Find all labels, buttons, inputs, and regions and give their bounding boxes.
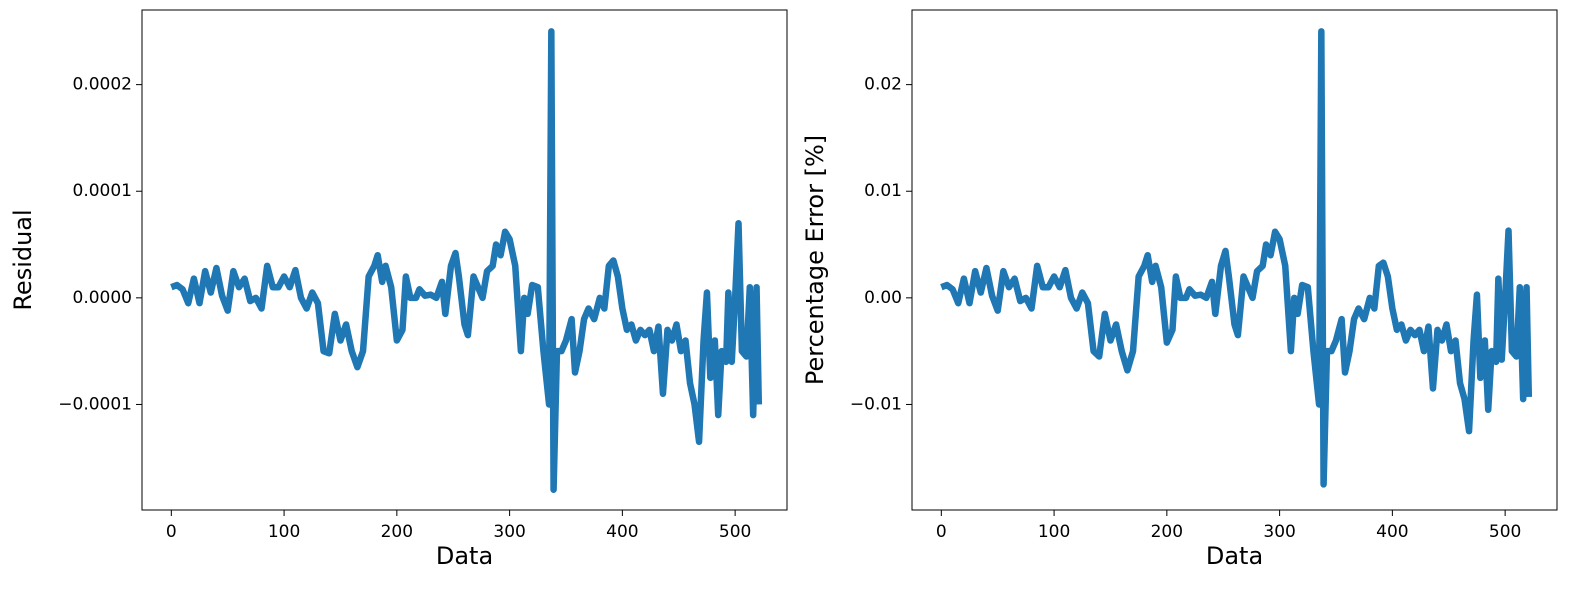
x-tick-label: 100 [268,522,300,542]
x-axis-label: Data [436,542,493,570]
y-tick-label: 0.00 [864,288,902,308]
plot-frame [911,9,1558,511]
x-tick-label: 200 [381,522,413,542]
y-axis-label: Residual [9,209,37,310]
y-tick-label: 0.0000 [73,288,132,308]
x-tick-label: 400 [1376,522,1408,542]
data-line [940,28,1533,488]
x-tick-label: 0 [936,522,947,542]
x-tick-label: 400 [606,522,638,542]
y-tick-label: −0.01 [850,394,902,414]
x-tick-label: 300 [1263,522,1295,542]
x-tick-label: 500 [1489,522,1521,542]
x-tick-label: 200 [1151,522,1183,542]
y-tick-label: −0.0001 [58,394,132,414]
x-axis-label: Data [1206,542,1263,570]
x-tick-label: 300 [493,522,525,542]
y-tick-label: 0.02 [864,75,902,95]
x-tick-label: 100 [1038,522,1070,542]
x-tick-label: 500 [719,522,751,542]
y-tick-label: 0.0002 [73,75,132,95]
y-tick-label: 0.01 [864,181,902,201]
data-line [170,28,763,493]
y-tick-label: 0.0001 [73,181,132,201]
x-tick-label: 0 [166,522,177,542]
y-axis-label: Percentage Error [%] [801,135,829,385]
plot-frame [141,9,788,511]
